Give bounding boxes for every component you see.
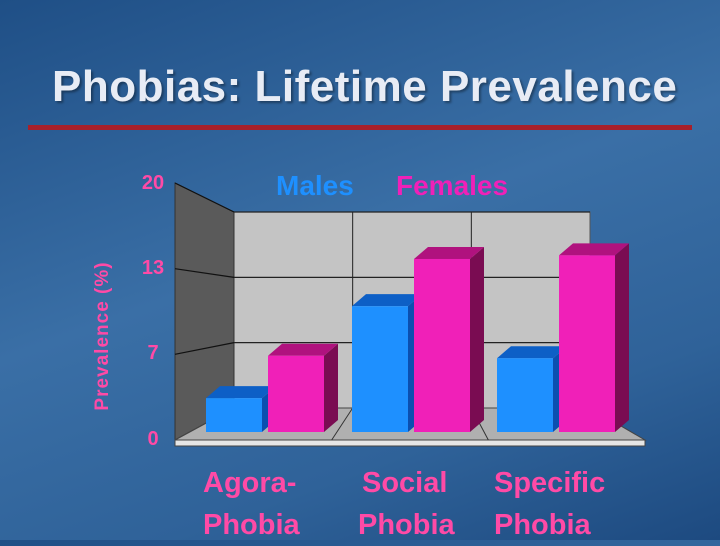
legend-males: Males [276,170,354,201]
bar-top-1-1 [414,246,484,259]
bar-side-1-0 [324,343,338,432]
bar-top-0-0 [206,386,276,399]
legend-females: Females [396,170,509,201]
bar-females-0 [268,355,324,432]
chart-floor-edge [174,439,646,447]
bar-side-1-1 [470,246,484,432]
y-tick-13: 13 [141,257,165,279]
y-tick-20: 20 [141,172,165,194]
bar-top-1-0 [268,343,338,356]
bar-females-1 [414,258,470,432]
category-label-line: Phobia [203,509,300,541]
bar-top-0-2 [497,346,567,359]
floor-divider [331,407,354,441]
category-label-line: Agora- [203,467,297,499]
title-underline [28,125,692,130]
category-label-agoraphobia: Agora- Phobia [203,462,300,546]
bar-males-1 [352,306,408,432]
y-tick-0: 0 [147,428,159,450]
bar-top-0-1 [352,294,422,307]
category-label-line: Social [362,467,448,499]
category-label-social-phobia: Social Phobia [358,462,455,546]
bar-side-1-2 [615,243,629,432]
bar-males-2 [497,358,553,432]
gridline-left [174,342,235,355]
bar-males-0 [206,398,262,432]
y-tick-7: 7 [147,342,159,364]
category-label-line: Specific [494,467,606,499]
gridline-left [174,268,235,278]
page-title: Phobias: Lifetime Prevalence [52,62,678,111]
bar-females-2 [559,255,615,432]
category-label-line: Phobia [494,509,591,541]
category-label-specific-phobia: Specific Phobia [494,462,605,546]
gridline-left [174,182,235,213]
y-axis-label: Prevalence (%) [92,261,113,411]
category-label-line: Phobia [358,509,455,541]
bar-top-1-2 [559,243,629,256]
